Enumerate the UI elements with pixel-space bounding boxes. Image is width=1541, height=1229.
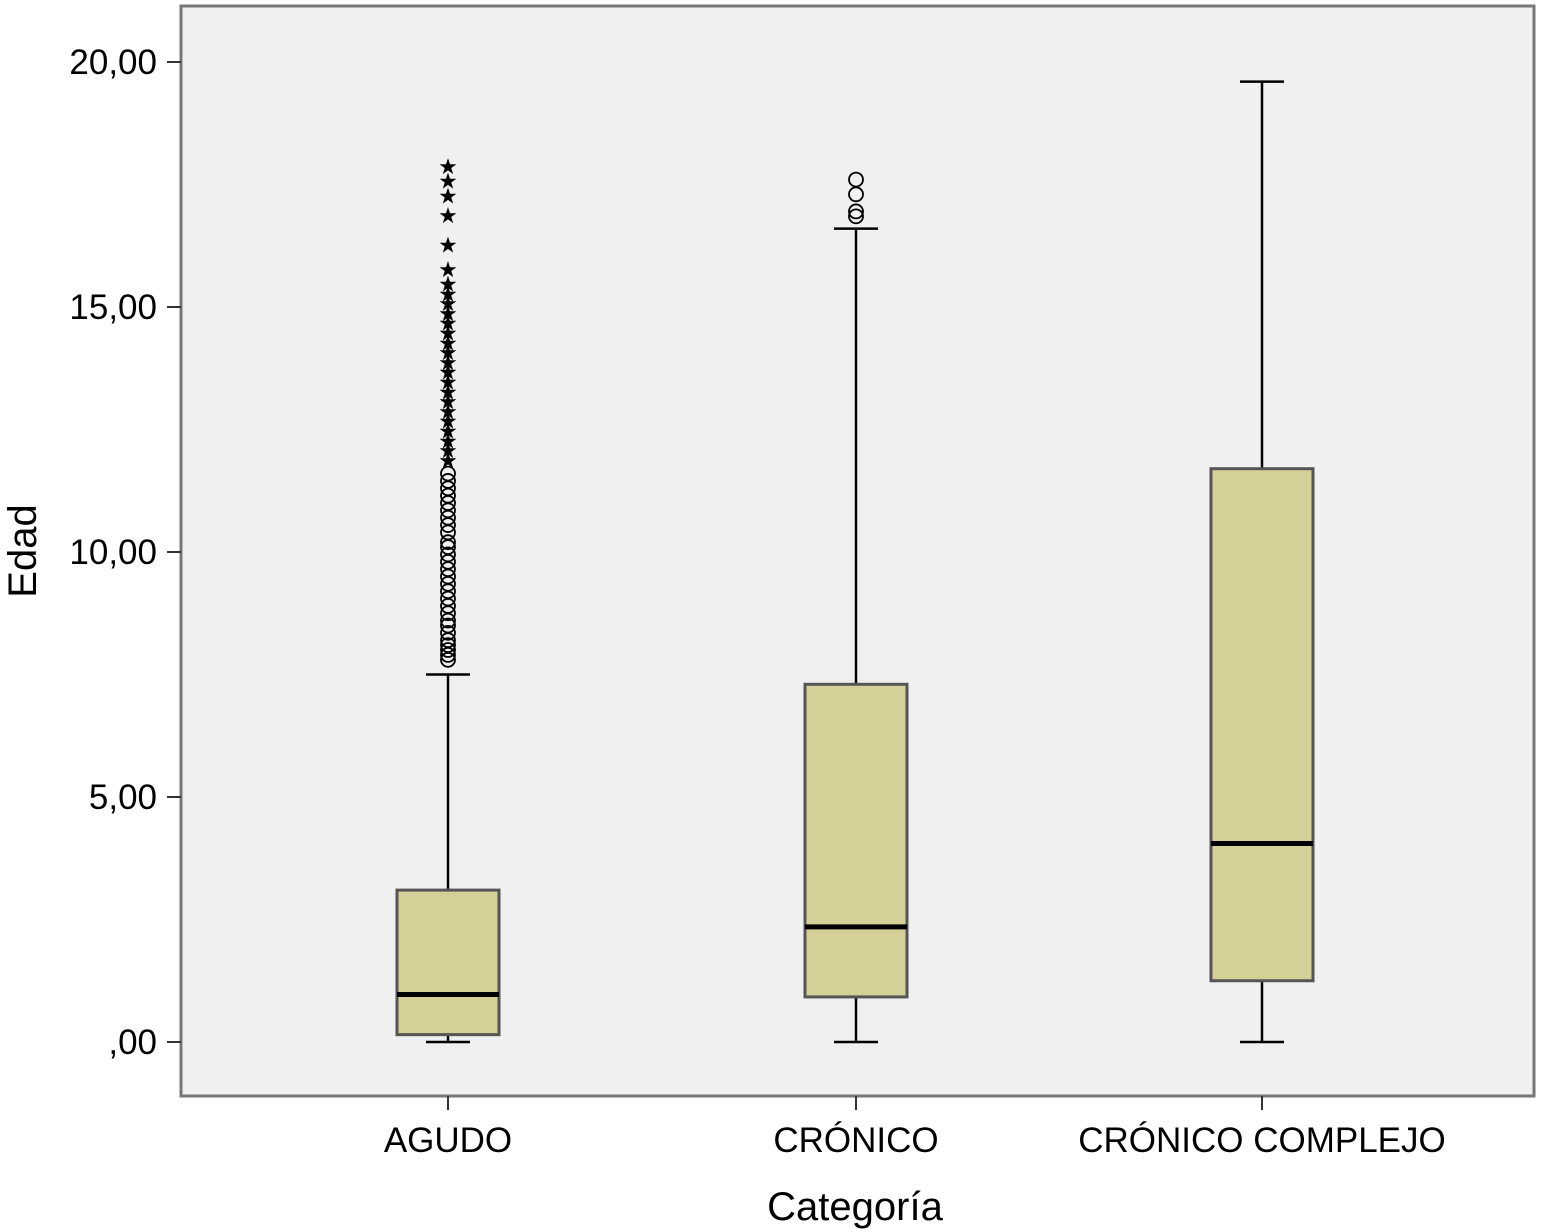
extreme-marker: ★	[438, 155, 458, 180]
extreme-marker: ★	[438, 410, 458, 435]
extreme-marker: ★	[438, 449, 458, 474]
y-tick-label: 5,00	[89, 778, 157, 817]
extreme-marker: ★	[438, 341, 458, 366]
y-axis-title: Edad	[1, 504, 45, 597]
iqr-box	[395, 888, 501, 1037]
outlier-marker	[848, 203, 864, 220]
iqr-box	[803, 682, 909, 999]
extreme-marker: ★	[438, 400, 458, 425]
x-tick-label: CRÓNICO	[773, 1121, 938, 1160]
extreme-marker: ★	[438, 204, 458, 229]
outlier-marker	[440, 546, 456, 563]
extreme-marker: ★	[438, 170, 458, 195]
extreme-marker: ★	[438, 331, 458, 356]
outlier-marker	[440, 642, 456, 658]
box-group-2	[803, 171, 909, 1044]
y-tick-label: ,00	[108, 1023, 157, 1062]
y-tick-label: 10,00	[69, 533, 157, 572]
extreme-marker: ★	[438, 380, 458, 405]
extreme-marker: ★	[438, 361, 458, 386]
extreme-marker: ★	[438, 429, 458, 454]
outlier-marker	[440, 534, 456, 551]
outlier-marker	[440, 617, 456, 634]
extreme-marker: ★	[438, 351, 458, 376]
x-axis-title: Categoría	[767, 1185, 943, 1229]
box-group-3	[1209, 80, 1315, 1044]
iqr-box	[1209, 467, 1315, 983]
y-tick-label: 20,00	[69, 43, 157, 82]
extreme-marker: ★	[438, 322, 458, 347]
outlier-marker	[848, 171, 864, 188]
outlier-marker	[440, 637, 456, 653]
box-group-1: ★★★★★★★★★★★★★★★★★★★★★★★★★	[395, 155, 501, 1044]
extreme-marker: ★	[438, 258, 458, 283]
extreme-marker: ★	[438, 439, 458, 464]
extreme-marker: ★	[438, 371, 458, 396]
x-tick-label: CRÓNICO COMPLEJO	[1078, 1121, 1446, 1160]
extreme-marker: ★	[438, 420, 458, 445]
outlier-marker	[848, 208, 864, 225]
outlier-marker	[440, 624, 456, 641]
extreme-marker: ★	[438, 184, 458, 209]
x-tick-label: AGUDO	[384, 1121, 512, 1160]
extreme-marker: ★	[438, 273, 458, 298]
extreme-marker: ★	[438, 302, 458, 327]
extreme-marker: ★	[438, 292, 458, 317]
extreme-marker: ★	[438, 390, 458, 415]
y-tick-label: 15,00	[69, 288, 157, 327]
extreme-marker: ★	[438, 233, 458, 258]
outlier-marker	[440, 465, 456, 482]
extreme-marker: ★	[438, 282, 458, 307]
outlier-marker	[440, 473, 456, 489]
extreme-marker: ★	[438, 312, 458, 337]
